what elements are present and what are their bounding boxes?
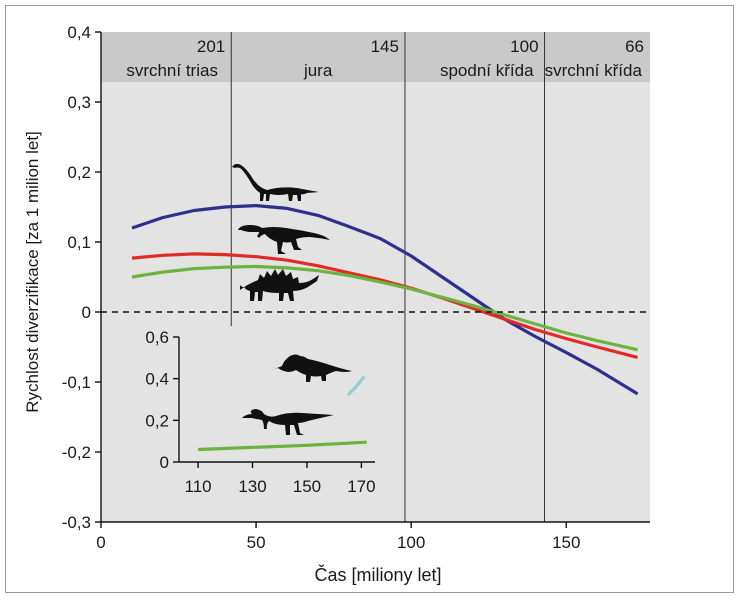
figure-frame [5,5,734,593]
theropod-icon [238,225,330,254]
y-tick-label: 0,3 [67,93,91,112]
period-age-label: 66 [625,37,644,56]
period-band [101,32,650,82]
inset-y-tick-label: 0,2 [145,411,169,430]
period-age-label: 100 [510,37,538,56]
y-tick-label: 0,1 [67,233,91,252]
series-line-3 [131,264,638,352]
inset-series-line-2 [346,375,366,397]
sauropod-icon [232,163,319,201]
stegosaur-icon [240,269,319,301]
inset-x-tick-label: 150 [293,477,321,496]
inset-y-tick-label: 0 [160,453,169,472]
period-name-label: svrchní křída [545,61,643,80]
inset-x-tick-label: 170 [347,477,375,496]
inset-y-tick-label: 0,6 [145,328,169,347]
period-age-label: 201 [197,37,225,56]
series-line-1 [131,204,639,396]
period-name-label: spodní křída [440,61,534,80]
y-tick-label: -0,3 [62,513,91,532]
x-tick-label: 100 [397,533,425,552]
y-tick-label: 0,2 [67,163,91,182]
y-tick-label: -0,2 [62,443,91,462]
x-tick-label: 0 [96,533,105,552]
x-tick-label: 150 [552,533,580,552]
series-line-2 [131,252,639,360]
y-tick-label: 0 [82,303,91,322]
inset-y-tick-label: 0,4 [145,370,169,389]
x-axis-label: Čas [miliony let] [314,564,441,585]
period-name-label: svrchní trias [126,61,218,80]
ceratopsian-icon [272,354,352,382]
y-tick-label: -0,1 [62,373,91,392]
inset-series-line-1 [198,440,367,452]
x-tick-label: 50 [247,533,266,552]
inset-x-tick-label: 130 [238,477,266,496]
period-age-label: 145 [371,37,399,56]
hadrosaur-icon [242,409,334,435]
y-tick-label: 0,4 [67,23,91,42]
period-name-label: jura [303,61,333,80]
inset-x-tick-label: 110 [185,477,212,496]
plot-background [101,32,650,522]
y-axis-label: Rychlost diverzifikace [za 1 milion let] [23,131,42,413]
